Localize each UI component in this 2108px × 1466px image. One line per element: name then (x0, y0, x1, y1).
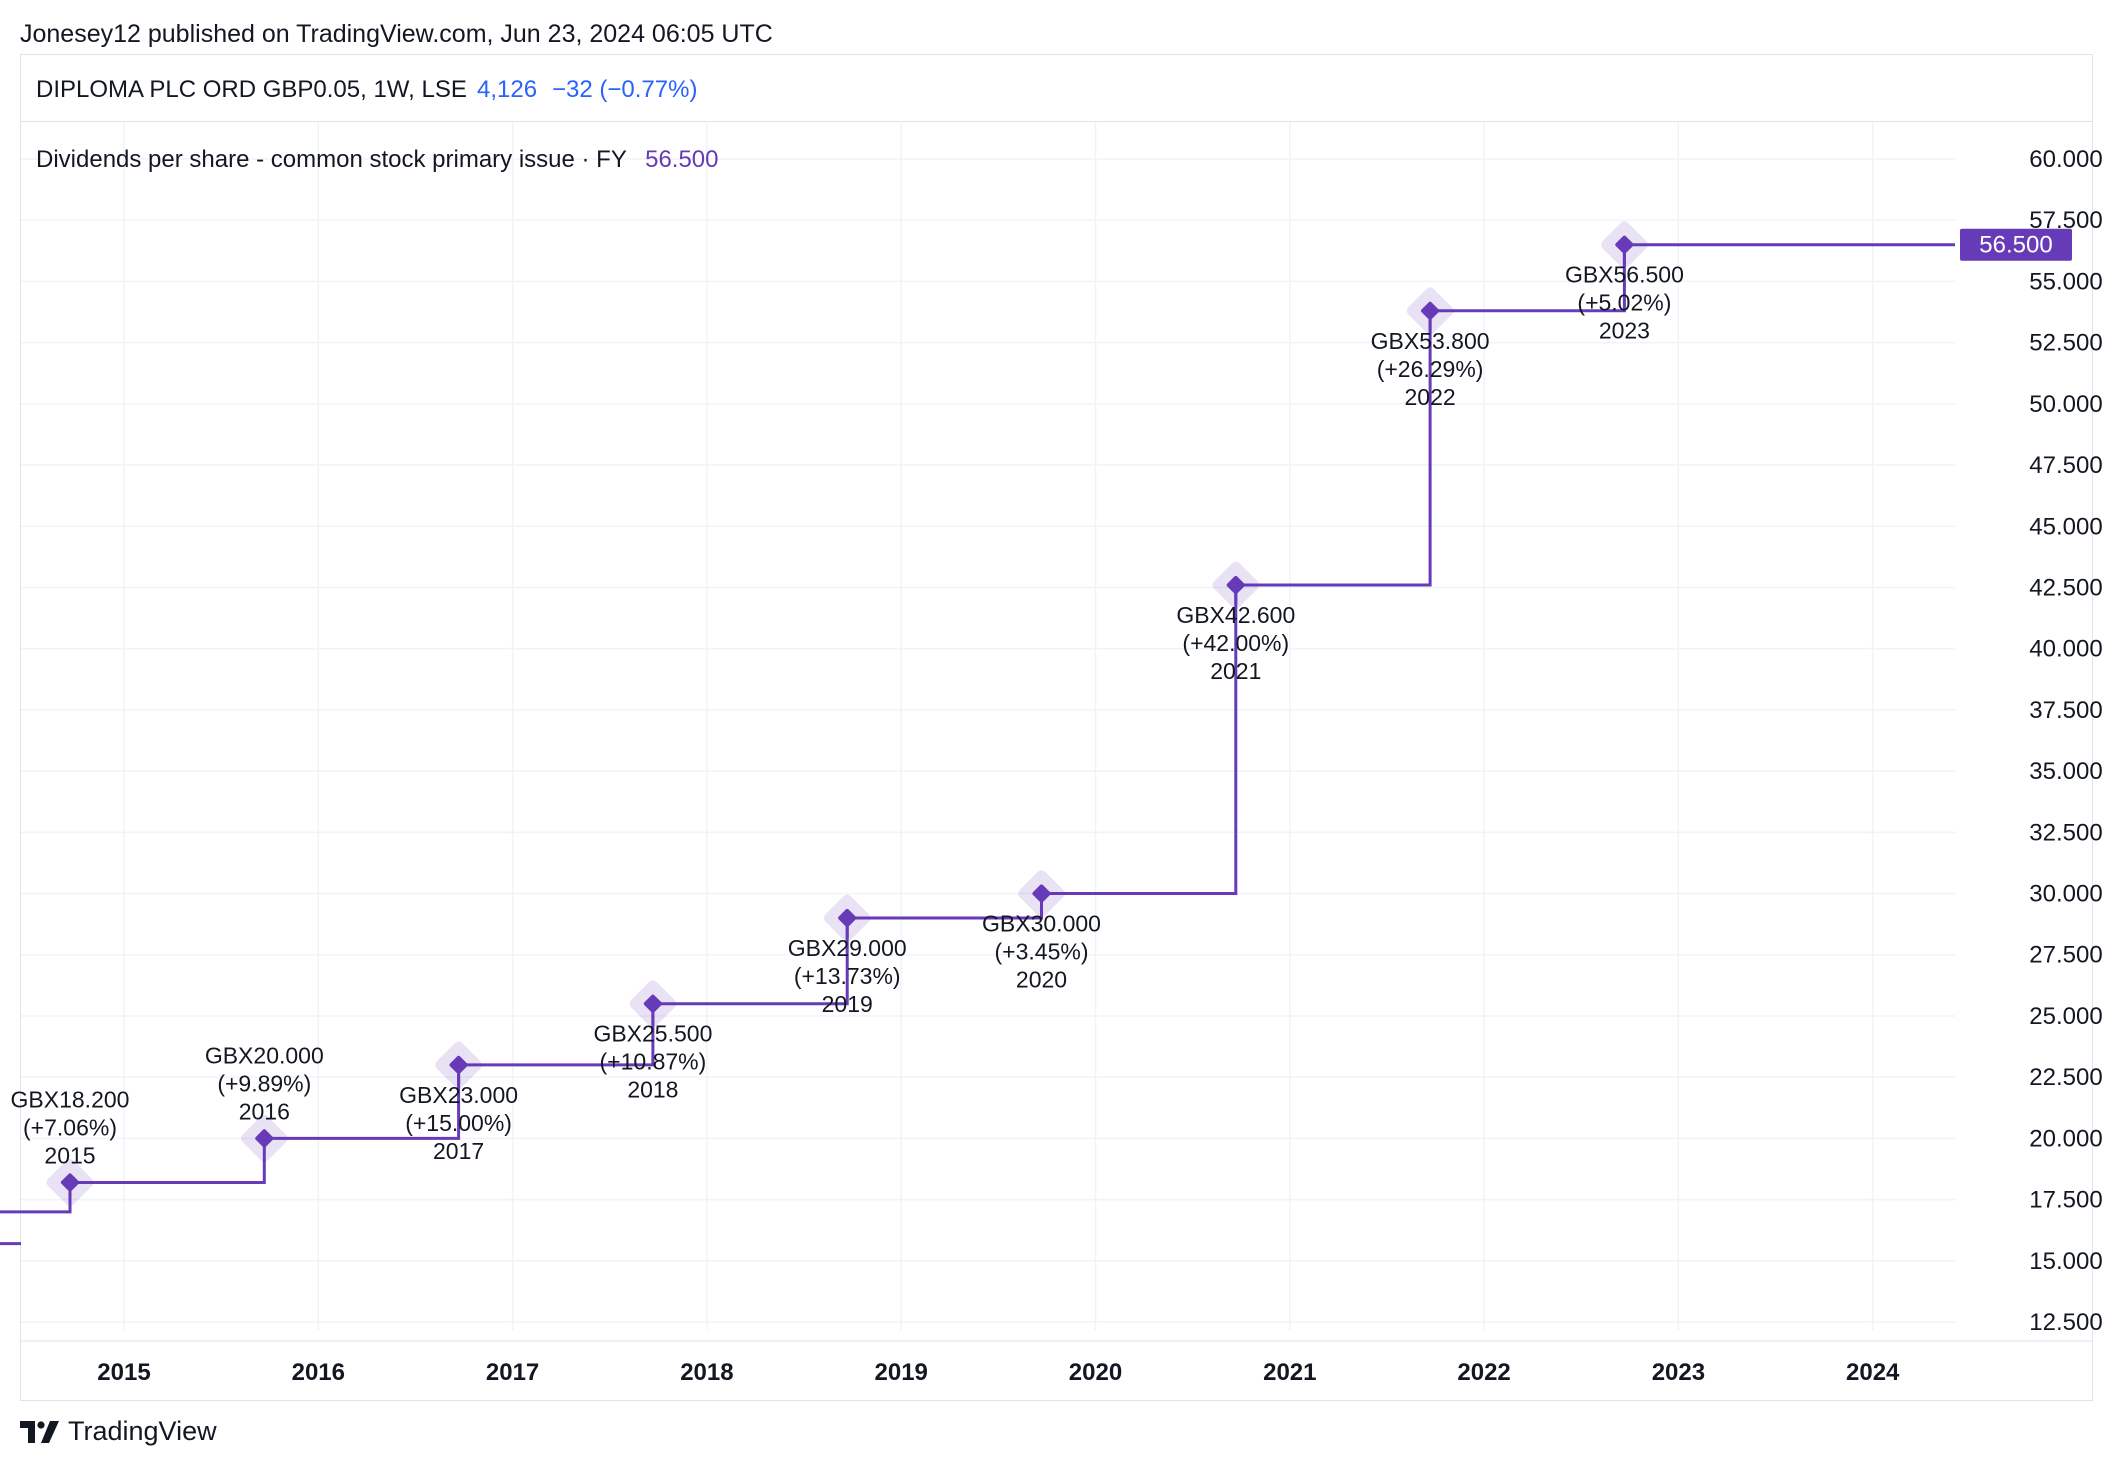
data-point-label: 2019 (822, 991, 873, 1017)
tradingview-logo[interactable]: TradingView (20, 1416, 217, 1447)
y-tick-label: 47.500 (2029, 452, 2102, 479)
data-point-label: GBX53.800 (1371, 328, 1490, 354)
x-tick-label: 2024 (1846, 1359, 1900, 1386)
y-tick-label: 52.500 (2029, 330, 2102, 357)
y-axis: 12.500 15.000 17.500 20.000 22.500 25.000 27.5… (2029, 146, 2102, 1336)
x-tick-label: 2016 (292, 1359, 345, 1386)
data-point-label: GBX20.000 (205, 1042, 324, 1068)
data-point-label: (+7.06%) (23, 1114, 117, 1140)
data-point-label: (+26.29%) (1377, 356, 1484, 382)
symbol-name[interactable]: DIPLOMA PLC ORD GBP0.05, 1W, LSE (36, 76, 467, 103)
data-point-marker (60, 1173, 80, 1192)
symbol-price: 4,126 (477, 76, 538, 103)
data-point-marker (1615, 235, 1634, 254)
x-tick-label: 2020 (1069, 1359, 1122, 1386)
indicator-legend[interactable]: Dividends per share - common stock prima… (36, 146, 719, 173)
y-tick-label: 27.500 (2029, 942, 2102, 969)
y-tick-label: 40.000 (2029, 636, 2102, 663)
data-point-label: 2018 (627, 1077, 678, 1103)
y-tick-label: 30.000 (2029, 881, 2102, 908)
x-tick-label: 2015 (97, 1359, 150, 1386)
data-point-label: (+15.00%) (405, 1110, 512, 1136)
x-axis: 2015 2016 2017 2018 2019 2020 2021 2022 2023 2024 (97, 1359, 1900, 1386)
data-point-label: GBX18.200 (11, 1086, 130, 1112)
published-attribution: Jonesey12 published on TradingView.com, … (20, 20, 773, 48)
y-tick-label: 42.500 (2029, 574, 2102, 601)
y-tick-label: 22.500 (2029, 1064, 2102, 1091)
indicator-value: 56.500 (645, 146, 718, 173)
grid-lines (21, 123, 2092, 1342)
data-point-label: 2017 (433, 1138, 484, 1164)
data-point-marker (449, 1055, 468, 1074)
y-tick-label: 12.500 (2029, 1309, 2102, 1336)
last-value-badge-text: 56.500 (1979, 232, 2052, 259)
y-tick-label: 45.000 (2029, 513, 2102, 540)
data-point-marker (643, 994, 662, 1013)
x-tick-label: 2019 (875, 1359, 928, 1386)
dividend-series: BX17.000(+8.28%)2014GBX18.200(+7.06%)201… (0, 221, 1955, 1246)
data-point-label: GBX23.000 (399, 1082, 518, 1108)
chart-frame (20, 54, 2093, 1401)
data-point-label: GBX30.000 (982, 911, 1101, 937)
data-point-label: (+10.87%) (600, 1049, 707, 1075)
tradingview-logo-icon (20, 1420, 59, 1443)
data-point-label: (+3.45%) (995, 939, 1089, 965)
x-tick-label: 2023 (1652, 1359, 1705, 1386)
last-value-badge-group: 56.500 (1960, 228, 2072, 261)
y-tick-label: 37.500 (2029, 697, 2102, 724)
x-tick-label: 2018 (680, 1359, 733, 1386)
data-point-label: (+13.73%) (794, 963, 901, 989)
data-point-marker (1226, 575, 1245, 595)
data-point-label: 2016 (239, 1098, 290, 1124)
data-point-label: 2023 (1599, 318, 1650, 344)
y-tick-label: 55.000 (2029, 268, 2102, 295)
last-value-badge (1960, 228, 2072, 261)
y-tick-label: 50.000 (2029, 391, 2102, 418)
y-tick-label: 32.500 (2029, 819, 2102, 846)
x-tick-label: 2022 (1457, 1359, 1510, 1386)
data-point-label: GBX29.000 (788, 935, 907, 961)
indicator-title: Dividends per share - common stock prima… (36, 146, 627, 173)
y-tick-label: 25.000 (2029, 1003, 2102, 1030)
data-point-marker (1421, 301, 1440, 320)
data-point-label: (+9.89%) (217, 1070, 311, 1096)
data-point-marker (255, 1129, 274, 1148)
data-point-label: GBX25.500 (593, 1021, 712, 1047)
y-tick-label: 15.000 (2029, 1248, 2102, 1275)
symbol-bar: DIPLOMA PLC ORD GBP0.05, 1W, LSE 4,126 −… (20, 54, 2093, 122)
brand-name: TradingView (68, 1416, 217, 1446)
data-point-label: 2021 (1210, 658, 1261, 684)
data-point-label: (+42.00%) (1182, 630, 1289, 656)
step-line (0, 243, 1955, 1246)
x-tick-label: 2021 (1263, 1359, 1316, 1386)
data-point-label: (+5.02%) (1577, 290, 1671, 316)
data-point-label: GBX42.600 (1176, 602, 1295, 628)
data-point-label: 2015 (44, 1142, 95, 1168)
data-point-label: 2022 (1405, 384, 1456, 410)
y-tick-label: 35.000 (2029, 758, 2102, 785)
x-tick-label: 2017 (486, 1359, 539, 1386)
data-point-label: 2020 (1016, 967, 1067, 993)
data-point-marker (838, 908, 857, 928)
y-tick-label: 17.500 (2029, 1187, 2102, 1214)
data-point-label: GBX56.500 (1565, 262, 1684, 288)
y-tick-label: 20.000 (2029, 1125, 2102, 1152)
data-point-marker (1032, 884, 1051, 903)
symbol-change: −32 (−0.77%) (552, 76, 698, 103)
y-tick-label: 60.000 (2029, 146, 2102, 173)
